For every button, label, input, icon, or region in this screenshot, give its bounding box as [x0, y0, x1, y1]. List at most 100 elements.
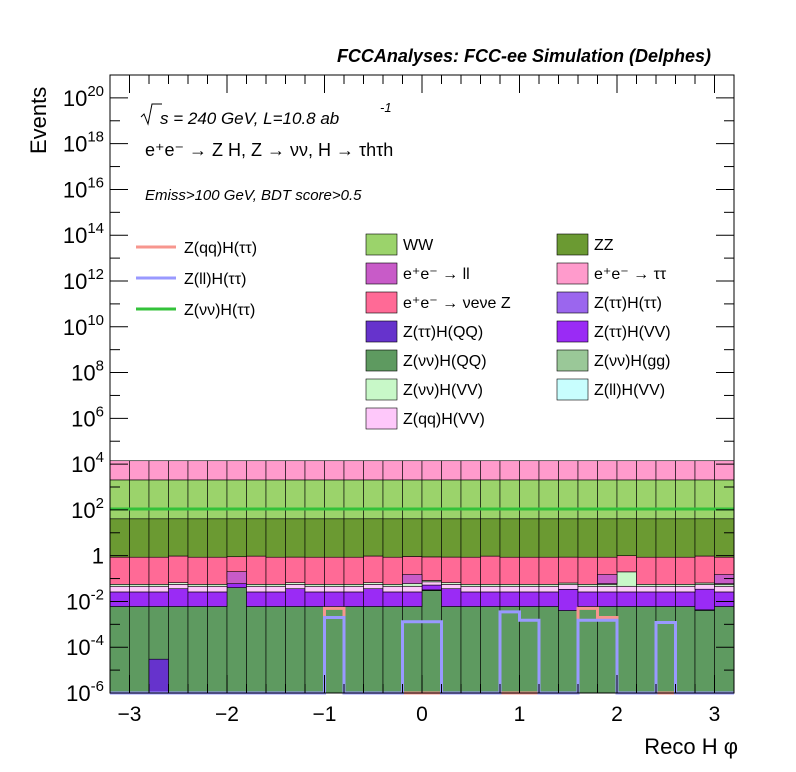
bar-e-e--bin-19	[480, 460, 501, 481]
bar-z-qq-h-vv--bin-20	[499, 585, 520, 593]
bar-e-e-e-e-z-bin-20	[499, 556, 520, 585]
legend-box-label: Z(ll)H(VV)	[594, 382, 665, 399]
bar-z-qq-h-vv--bin-17	[441, 584, 462, 590]
bar-z-qq-h-vv--bin-19	[480, 585, 501, 593]
bar-e-e--bin-1	[129, 460, 150, 481]
bar-e-e--bin-12	[343, 460, 364, 481]
legend-box-swatch	[365, 407, 398, 430]
bar-z-qq-h-vv--bin-16	[421, 581, 442, 586]
bar-z-h-vv--bin-12	[343, 591, 364, 607]
bar-e-e-e-e-z-bin-10	[304, 556, 325, 585]
legend-box-label: Z(ττ)H(VV)	[594, 324, 671, 341]
bar-z-h-vv--bin-3	[168, 588, 189, 607]
bar-e-e--bin-4	[187, 460, 208, 481]
bar-e-e-e-e-z-bin-11	[324, 556, 345, 585]
bar-e-e-e-e-z-bin-16	[421, 556, 442, 581]
bar-z-h-qq--bin-27	[636, 606, 657, 694]
histogram-bars	[109, 460, 735, 694]
bar-z-qq-h-vv--bin-15	[402, 585, 423, 593]
legend-box-swatch	[365, 291, 398, 314]
bar-ww-bin-7	[246, 479, 267, 520]
bar-e-e--bin-3	[168, 460, 189, 481]
bar-e-e--bin-15	[402, 460, 423, 481]
extra-bar-1	[402, 574, 423, 584]
bar-zz-bin-10	[304, 518, 325, 558]
bar-z-h-qq--bin-17	[441, 606, 462, 694]
bar-zz-bin-7	[246, 518, 267, 557]
bar-zz-bin-12	[343, 518, 364, 558]
sqrt-symbol	[140, 103, 162, 126]
x-tick-label: 3	[709, 703, 721, 726]
bar-e-e--bin-7	[246, 460, 267, 481]
bar-e-e-e-e-z-bin-12	[343, 556, 364, 585]
bar-z-qq-h-vv--bin-3	[168, 584, 189, 590]
bar-z-h-vv--bin-0	[109, 591, 130, 607]
extra-bar-4	[148, 658, 169, 694]
bar-ww-bin-2	[148, 479, 169, 520]
bar-z-h-vv--bin-8	[265, 591, 286, 607]
bar-z-qq-h-vv--bin-1	[129, 585, 150, 593]
bar-zz-bin-16	[421, 518, 442, 558]
bar-ww-bin-0	[109, 479, 130, 520]
bar-z-h-vv--bin-7	[246, 591, 267, 607]
bar-z-h-vv--bin-29	[675, 591, 696, 607]
bar-zz-bin-0	[109, 518, 130, 558]
bar-z-h-vv--bin-31	[714, 591, 735, 607]
bar-z-qq-h-vv--bin-27	[636, 585, 657, 593]
bar-e-e-e-e-z-bin-5	[207, 556, 228, 585]
bar-ww-bin-4	[187, 479, 208, 520]
bar-e-e-e-e-z-bin-29	[675, 556, 696, 585]
bar-z-h-qq--bin-16	[421, 590, 442, 694]
bar-e-e-e-e-z-bin-4	[187, 556, 208, 585]
bar-z-h-qq--bin-11	[324, 606, 345, 694]
legend-line-label: Z(ll)H(ττ)	[184, 271, 246, 288]
bar-ww-bin-21	[519, 479, 540, 520]
bar-e-e--bin-20	[499, 460, 520, 481]
bar-z-qq-h-vv--bin-7	[246, 585, 267, 593]
bar-e-e--bin-29	[675, 460, 696, 481]
bar-e-e-e-e-z-bin-13	[363, 555, 384, 583]
legend-box-label: Z(ττ)H(QQ)	[403, 324, 483, 341]
y-tick-label: 1	[92, 544, 104, 569]
y-tick-label: 1020	[63, 83, 104, 111]
bar-z-h-vv--bin-20	[499, 591, 520, 607]
legend-box-label: e⁺e⁻ → ll	[403, 266, 470, 283]
bar-z-qq-h-vv--bin-4	[187, 585, 208, 593]
bar-z-h-vv--bin-2	[148, 591, 169, 607]
bar-z-h-qq--bin-7	[246, 606, 267, 694]
bar-ww-bin-3	[168, 479, 189, 520]
bar-zz-bin-21	[519, 518, 540, 558]
legend-box-swatch	[365, 262, 398, 285]
bar-ww-bin-26	[616, 479, 637, 520]
bar-z-h-vv--bin-23	[558, 588, 579, 611]
bar-z-h-qq--bin-26	[616, 606, 637, 694]
bar-e-e--bin-28	[655, 460, 676, 481]
bar-zz-bin-2	[148, 518, 169, 558]
bar-zz-bin-17	[441, 518, 462, 558]
legend-box-swatch	[556, 349, 589, 372]
bar-z-h-qq--bin-8	[265, 606, 286, 694]
y-tick-label: 108	[71, 358, 104, 386]
bar-e-e--bin-8	[265, 460, 286, 481]
legend-box-swatch	[556, 262, 589, 285]
bar-zz-bin-6	[226, 518, 247, 558]
bar-e-e--bin-27	[636, 460, 657, 481]
bar-e-e-e-e-z-bin-15	[402, 556, 423, 577]
bar-z-h-qq--bin-28	[655, 606, 676, 694]
bar-z-qq-h-vv--bin-0	[109, 585, 130, 593]
bar-zz-bin-30	[694, 518, 715, 557]
bar-e-e--bin-10	[304, 460, 325, 481]
bar-zz-bin-14	[382, 518, 403, 558]
bar-z-h-qq--bin-4	[187, 606, 208, 694]
bar-e-e-e-e-z-bin-30	[694, 555, 715, 584]
bar-e-e--bin-26	[616, 460, 637, 481]
bar-z-h-vv--bin-27	[636, 591, 657, 607]
bar-z-h-vv--bin-16	[421, 584, 442, 591]
bar-z-h-qq--bin-5	[207, 606, 228, 694]
bar-z-qq-h-vv--bin-11	[324, 585, 345, 593]
bar-ww-bin-27	[636, 479, 657, 520]
bar-z-qq-h-vv--bin-31	[714, 585, 735, 593]
bar-z-qq-h-vv--bin-22	[538, 585, 559, 593]
bar-z-h-vv--bin-19	[480, 591, 501, 607]
bar-z-h-vv--bin-28	[655, 591, 676, 607]
